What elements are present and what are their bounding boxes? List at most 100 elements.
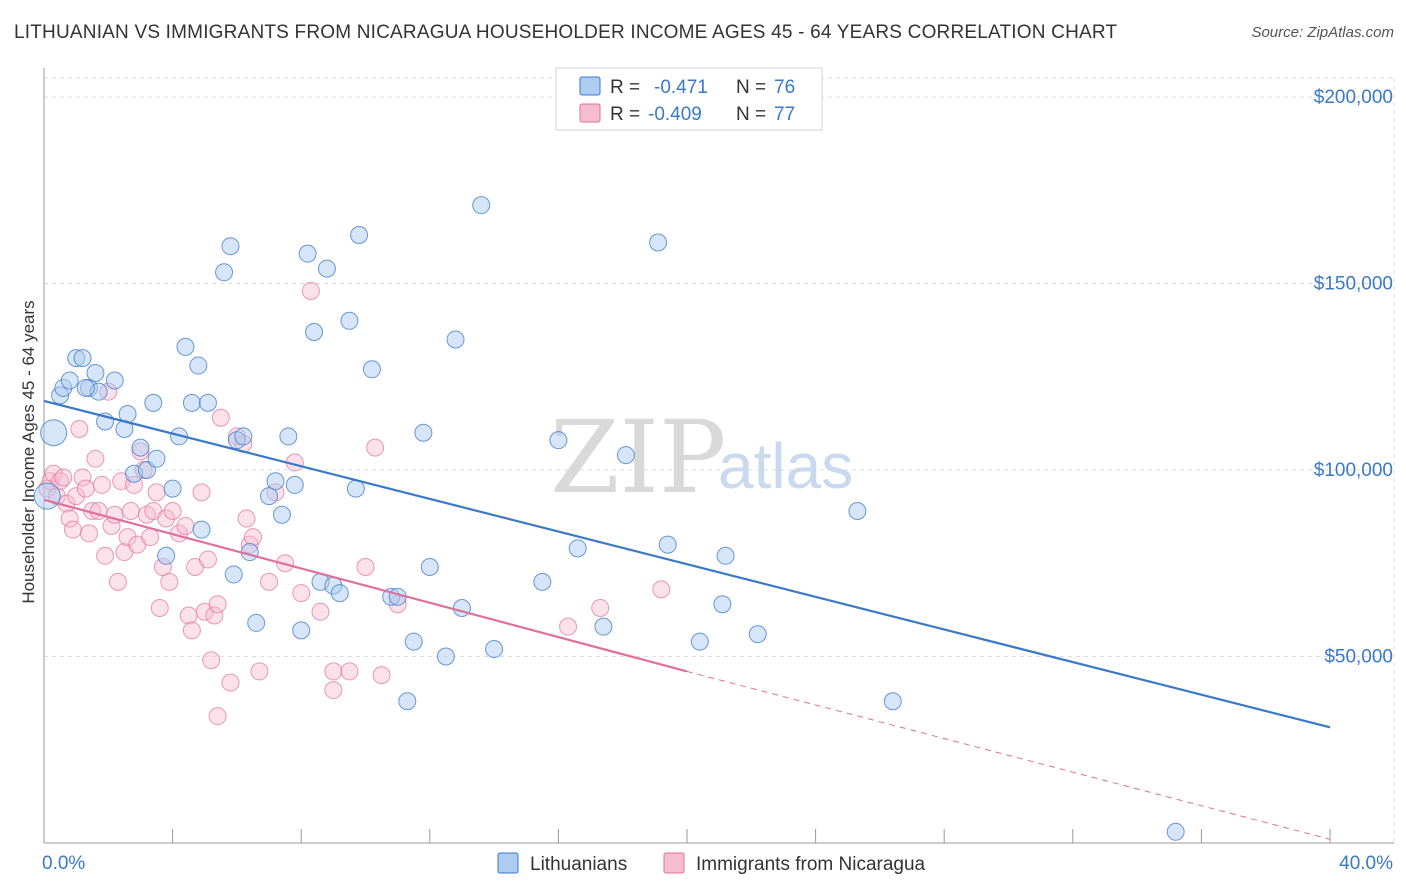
point-nicaragua bbox=[150, 599, 169, 618]
point-nicaragua bbox=[63, 520, 82, 539]
legend-n-label-1: N = bbox=[736, 77, 766, 98]
point-nicaragua bbox=[205, 606, 224, 625]
point-lithuanian bbox=[105, 371, 124, 390]
point-nicaragua bbox=[250, 662, 269, 681]
point-lithuanian bbox=[234, 427, 253, 446]
point-lithuanian bbox=[398, 692, 417, 711]
x-tick-label-max: 40.0% bbox=[1339, 853, 1393, 874]
legend-r-value-2: -0.409 bbox=[648, 104, 702, 125]
axes bbox=[43, 68, 1394, 844]
y-axis-title: Householder Income Ages 45 - 64 years bbox=[19, 300, 38, 603]
legend-swatch-blue bbox=[579, 76, 601, 96]
legend-n-label-2: N = bbox=[736, 104, 766, 125]
point-nicaragua bbox=[324, 681, 343, 700]
point-lithuanian bbox=[224, 565, 243, 584]
trend-lines bbox=[43, 399, 1331, 840]
point-lithuanian bbox=[266, 472, 285, 491]
point-nicaragua bbox=[372, 666, 391, 685]
point-nicaragua bbox=[121, 502, 140, 521]
point-lithuanian bbox=[594, 617, 613, 636]
series-immigrants-from-nicaragua bbox=[38, 281, 671, 726]
point-nicaragua bbox=[356, 557, 375, 576]
point-nicaragua bbox=[301, 281, 320, 300]
point-nicaragua bbox=[652, 580, 671, 599]
point-lithuanian bbox=[305, 322, 324, 341]
point-lithuanian bbox=[298, 244, 317, 263]
point-lithuanian bbox=[144, 393, 163, 412]
point-nicaragua bbox=[192, 483, 211, 502]
point-lithuanian bbox=[1166, 822, 1185, 841]
point-lithuanian bbox=[317, 259, 336, 278]
legend-r-value-1: -0.471 bbox=[654, 77, 708, 98]
point-nicaragua bbox=[260, 572, 279, 591]
point-nicaragua bbox=[67, 487, 86, 506]
point-nicaragua bbox=[591, 599, 610, 618]
point-nicaragua bbox=[559, 617, 578, 636]
point-nicaragua bbox=[311, 602, 330, 621]
point-lithuanian bbox=[76, 378, 95, 397]
point-lithuanian bbox=[748, 625, 767, 644]
point-lithuanian bbox=[616, 446, 635, 465]
point-lithuanian bbox=[176, 337, 195, 356]
point-lithuanian bbox=[549, 431, 568, 450]
point-lithuanian bbox=[182, 393, 201, 412]
point-nicaragua bbox=[157, 509, 176, 528]
legend-series: Lithuanians Immigrants from Nicaragua bbox=[497, 852, 926, 875]
point-lithuanian bbox=[60, 371, 79, 390]
point-nicaragua bbox=[54, 468, 73, 487]
x-tick-labels: 0.0% 40.0% bbox=[42, 853, 1393, 874]
point-lithuanian bbox=[713, 595, 732, 614]
point-lithuanian bbox=[658, 535, 677, 554]
point-nicaragua bbox=[108, 572, 127, 591]
legend-item-lithuanians-swatch bbox=[497, 852, 519, 874]
point-nicaragua bbox=[141, 528, 160, 547]
point-lithuanian bbox=[163, 479, 182, 498]
point-lithuanian bbox=[147, 449, 166, 468]
point-lithuanian bbox=[848, 502, 867, 521]
y-tick-label: $150,000 bbox=[1314, 274, 1393, 295]
point-lithuanian bbox=[420, 557, 439, 576]
watermark-atlas: atlas bbox=[718, 430, 853, 502]
point-lithuanian bbox=[215, 263, 234, 282]
point-lithuanian bbox=[340, 311, 359, 330]
point-lithuanian bbox=[350, 226, 369, 245]
point-lithuanian bbox=[221, 237, 240, 256]
point-nicaragua bbox=[76, 479, 95, 498]
point-nicaragua bbox=[324, 662, 343, 681]
point-nicaragua bbox=[73, 468, 92, 487]
point-nicaragua bbox=[243, 528, 262, 547]
legend-r-label-2: R = bbox=[610, 104, 640, 125]
point-lithuanian bbox=[192, 520, 211, 539]
point-lithuanian bbox=[73, 349, 92, 368]
legend-item-nicaragua-swatch bbox=[663, 852, 685, 874]
point-lithuanian bbox=[716, 546, 735, 565]
trend-line-nicaragua bbox=[43, 498, 688, 673]
point-lithuanian bbox=[279, 427, 298, 446]
point-nicaragua bbox=[208, 595, 227, 614]
point-lithuanian bbox=[198, 393, 217, 412]
point-nicaragua bbox=[208, 707, 227, 726]
point-lithuanian bbox=[272, 505, 291, 524]
point-lithuanian bbox=[649, 233, 668, 252]
point-lithuanian bbox=[86, 364, 105, 383]
legend-item-lithuanians: Lithuanians bbox=[530, 854, 627, 875]
point-nicaragua bbox=[86, 449, 105, 468]
point-nicaragua bbox=[340, 662, 359, 681]
legend-n-value-2: 77 bbox=[774, 104, 795, 125]
point-nicaragua bbox=[70, 419, 89, 438]
point-lithuanian bbox=[285, 475, 304, 494]
point-nicaragua bbox=[60, 509, 79, 528]
y-tick-label: $200,000 bbox=[1314, 87, 1393, 108]
point-lithuanian bbox=[485, 640, 504, 659]
legend-swatch-pink bbox=[579, 103, 601, 123]
point-lithuanian bbox=[131, 438, 150, 457]
x-tick-label-min: 0.0% bbox=[42, 853, 85, 874]
point-lithuanian bbox=[33, 482, 61, 510]
point-nicaragua bbox=[179, 606, 198, 625]
y-tick-labels: $50,000 $100,000 $150,000 $200,000 bbox=[1314, 87, 1393, 668]
point-lithuanian bbox=[40, 419, 68, 447]
point-lithuanian bbox=[330, 584, 349, 603]
point-lithuanian bbox=[189, 356, 208, 375]
legend-r-label-1: R = bbox=[610, 77, 640, 98]
point-nicaragua bbox=[182, 621, 201, 640]
